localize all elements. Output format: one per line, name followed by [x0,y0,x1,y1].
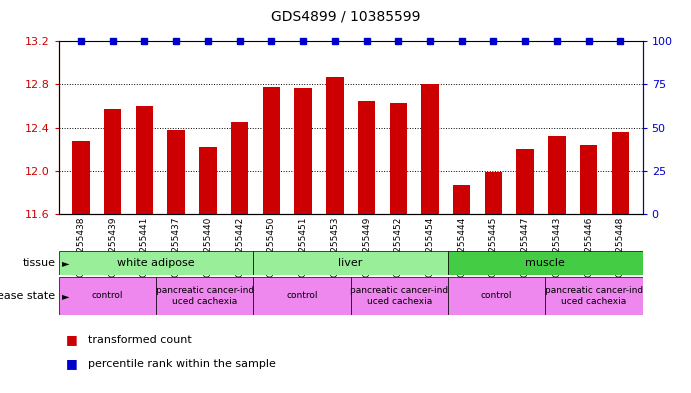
Bar [263,86,280,214]
Bar [254,251,448,275]
Text: GSM1255445: GSM1255445 [489,217,498,277]
Text: liver: liver [339,258,363,268]
Bar [135,106,153,214]
Bar [545,277,643,315]
Text: white adipose: white adipose [117,258,195,268]
Text: muscle: muscle [525,258,565,268]
Bar [548,136,566,214]
Bar [199,147,216,214]
Text: ■: ■ [66,357,77,370]
Bar [59,251,254,275]
Text: tissue: tissue [22,258,55,268]
Bar [516,149,534,214]
Bar [422,84,439,214]
Bar [167,130,185,214]
Text: GSM1255449: GSM1255449 [362,217,371,277]
Text: pancreatic cancer-ind
uced cachexia: pancreatic cancer-ind uced cachexia [350,286,448,306]
Bar [485,172,502,214]
Bar [358,101,375,214]
Text: ►: ► [62,258,70,268]
Text: GSM1255443: GSM1255443 [552,217,562,277]
Text: pancreatic cancer-ind
uced cachexia: pancreatic cancer-ind uced cachexia [155,286,254,306]
Text: control: control [481,292,513,300]
Text: control: control [92,292,123,300]
Text: GSM1255453: GSM1255453 [330,217,339,277]
Text: ■: ■ [66,333,77,347]
Text: GSM1255452: GSM1255452 [394,217,403,277]
Text: GSM1255451: GSM1255451 [299,217,307,277]
Text: GSM1255448: GSM1255448 [616,217,625,277]
Bar [231,122,248,214]
Text: GSM1255441: GSM1255441 [140,217,149,277]
Text: GSM1255442: GSM1255442 [235,217,244,277]
Text: percentile rank within the sample: percentile rank within the sample [88,358,276,369]
Bar [453,185,471,214]
Text: GSM1255439: GSM1255439 [108,217,117,277]
Text: disease state: disease state [0,291,55,301]
Text: pancreatic cancer-ind
uced cachexia: pancreatic cancer-ind uced cachexia [545,286,643,306]
Bar [294,88,312,214]
Bar [104,109,122,214]
Bar [254,277,350,315]
Bar [59,277,156,315]
Text: GSM1255447: GSM1255447 [521,217,530,277]
Bar [448,251,643,275]
Bar [73,141,90,214]
Bar [612,132,629,214]
Text: transformed count: transformed count [88,335,191,345]
Text: GSM1255440: GSM1255440 [203,217,212,277]
Text: ►: ► [62,291,70,301]
Text: GDS4899 / 10385599: GDS4899 / 10385599 [271,10,420,24]
Text: control: control [286,292,318,300]
Bar [350,277,448,315]
Text: GSM1255438: GSM1255438 [77,217,86,277]
Text: GSM1255437: GSM1255437 [171,217,180,277]
Text: GSM1255444: GSM1255444 [457,217,466,277]
Bar [390,103,407,214]
Bar [580,145,598,214]
Bar [326,77,343,214]
Text: GSM1255446: GSM1255446 [584,217,593,277]
Text: GSM1255454: GSM1255454 [426,217,435,277]
Bar [448,277,545,315]
Text: GSM1255450: GSM1255450 [267,217,276,277]
Bar [156,277,254,315]
